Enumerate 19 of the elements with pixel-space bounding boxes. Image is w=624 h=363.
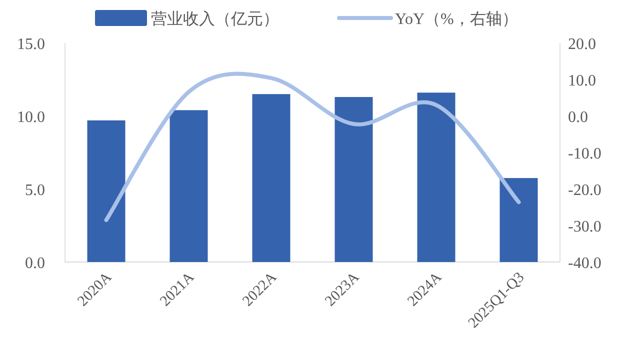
y2-tick-label: 20.0 — [568, 36, 596, 53]
y-tick-label: 10.0 — [17, 109, 45, 126]
y2-tick-label: -20.0 — [568, 182, 602, 199]
bar — [417, 92, 456, 262]
y2-tick-label: 0.0 — [568, 109, 588, 126]
bar — [170, 110, 208, 262]
y2-tick-label: 10.0 — [568, 72, 596, 90]
y2-tick-label: -40.0 — [568, 255, 602, 272]
legend-label: YoY（%，右轴） — [395, 10, 518, 28]
bar — [500, 178, 538, 262]
bar — [87, 120, 126, 262]
bar — [334, 97, 373, 262]
y-tick-label: 0.0 — [25, 255, 45, 272]
y-tick-label: 15.0 — [17, 36, 45, 53]
y2-tick-label: -30.0 — [568, 218, 602, 236]
y-tick-label: 5.0 — [25, 182, 45, 199]
y2-tick-label: -10.0 — [568, 146, 602, 162]
bar — [252, 94, 290, 262]
legend-label: 营业收入（亿元） — [151, 10, 279, 28]
